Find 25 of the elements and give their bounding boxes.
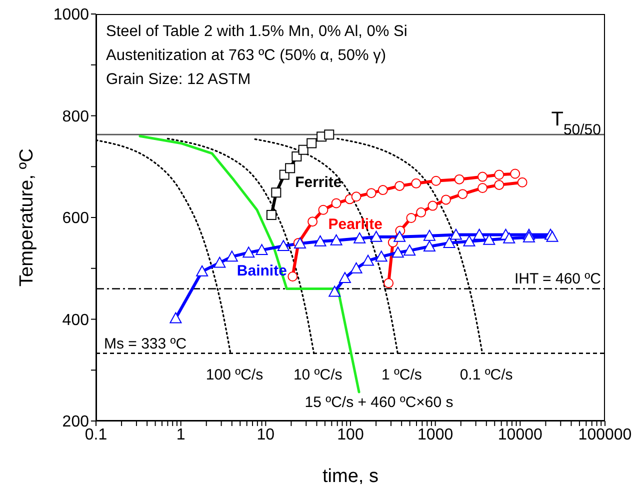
x-tick-label: 1 xyxy=(176,426,186,444)
y-tick-label: 1000 xyxy=(53,6,90,24)
series-label: Pearlite xyxy=(328,216,382,233)
y-tick-label: 600 xyxy=(62,210,90,228)
y-tick-label: 800 xyxy=(62,108,90,126)
ref-line-label: T$_{50/50}$ xyxy=(551,108,601,138)
x-tick-label: 10 xyxy=(256,426,275,444)
x-tick-label: 100 xyxy=(337,426,364,444)
series-label: Ferrite xyxy=(295,174,342,192)
annotation: 15 ºC/s + 460 ºC×60 s xyxy=(304,394,454,411)
y-tick-label: 400 xyxy=(62,312,90,329)
series-label: 0.1 ºC/s xyxy=(460,366,513,384)
annotation: Steel of Table 2 with 1.5% Mn, 0% Al, 0% Si xyxy=(106,22,408,42)
annotation: Austenitization at 763 ºC (50% α, 50% γ) xyxy=(106,46,387,66)
x-tick-label: 1000 xyxy=(418,426,454,444)
annotation: Grain Size: 12 ASTM xyxy=(106,70,252,90)
x-tick-label: 10000 xyxy=(498,426,543,444)
x-tick-label: 100000 xyxy=(578,426,632,444)
ref-line-label: Ms = 333 ºC xyxy=(104,335,187,352)
series-label: 10 ºC/s xyxy=(293,366,342,384)
y-axis-title: Temperature, ºC xyxy=(16,148,38,286)
ref-line-label: IHT = 460 ºC xyxy=(514,270,602,288)
series-label: 1 ºC/s xyxy=(381,366,422,384)
x-tick-label: 0.1 xyxy=(84,426,108,444)
series-label: 100 ºC/s xyxy=(206,366,264,384)
